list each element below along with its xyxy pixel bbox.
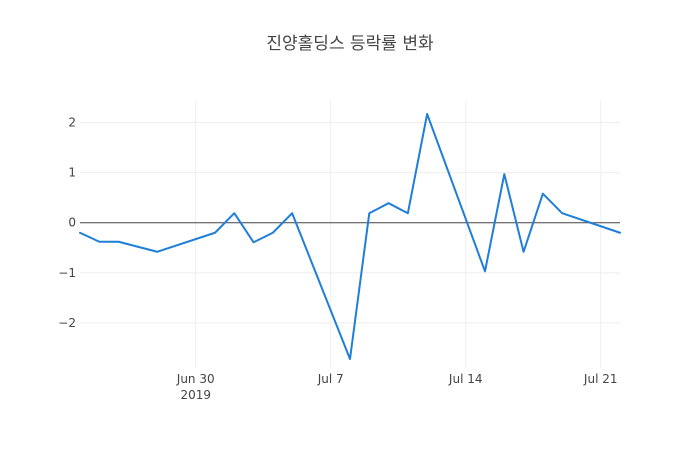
- grid-lines: [80, 100, 620, 368]
- chart-title: 진양홀딩스 등락률 변화: [266, 34, 434, 54]
- y-tick-label: −1: [58, 266, 76, 280]
- axes: 2 1 0 −1 −2 Jun 30 2019 Jul 7 Jul 14 Jul 21: [58, 116, 620, 402]
- y-tick-label: 2: [68, 116, 76, 130]
- y-tick-label: 0: [68, 216, 76, 230]
- x-tick-label: Jul 21: [583, 372, 618, 386]
- y-tick-label: −2: [58, 316, 76, 330]
- series-layer: [79, 113, 621, 360]
- series-line: [79, 113, 621, 360]
- x-tick-label: Jul 14: [448, 372, 483, 386]
- x-tick-label: Jul 7: [317, 372, 344, 386]
- x-tick-label: Jun 30: [176, 372, 215, 386]
- y-tick-label: 1: [68, 166, 76, 180]
- x-tick-year-label: 2019: [180, 388, 211, 402]
